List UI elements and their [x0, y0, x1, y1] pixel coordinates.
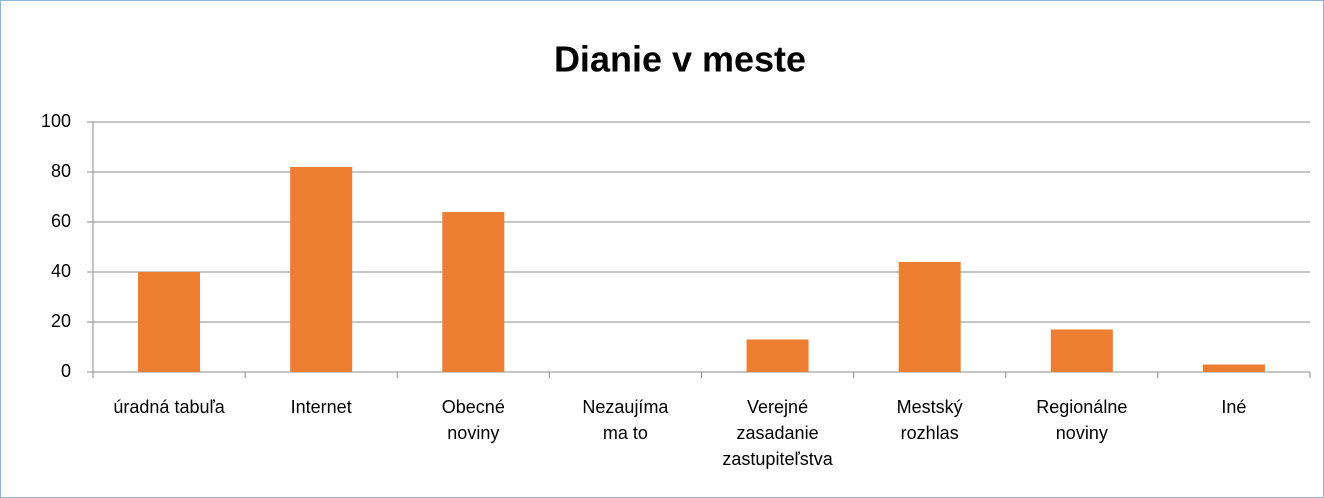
x-tick-label: Iné [1221, 397, 1247, 417]
y-tick-label: 20 [51, 311, 71, 331]
bar [746, 339, 809, 372]
x-tick-label: Nezaujíma ma to [582, 397, 669, 443]
bar [290, 167, 353, 372]
y-tick-label: 40 [51, 261, 71, 281]
x-tick-label: Verejné zasadanie zastupiteľstva [722, 397, 833, 469]
x-tick-label: úradná tabuľa [113, 397, 225, 417]
x-tick-label: Regionálne noviny [1036, 397, 1128, 443]
x-tick-label: Mestský rozhlas [896, 397, 963, 443]
x-tick-label: Internet [290, 397, 352, 417]
chart-title: Dianie v meste [554, 39, 806, 80]
y-tick-label: 0 [61, 361, 71, 381]
y-tick-label: 60 [51, 211, 71, 231]
bar [442, 212, 505, 372]
bar [138, 272, 201, 372]
y-tick-label: 100 [41, 111, 71, 131]
x-tick-label: Obecné noviny [441, 397, 505, 443]
bar [1202, 364, 1265, 372]
bar [898, 262, 961, 372]
y-tick-label: 80 [51, 161, 71, 181]
bar [1050, 329, 1113, 372]
